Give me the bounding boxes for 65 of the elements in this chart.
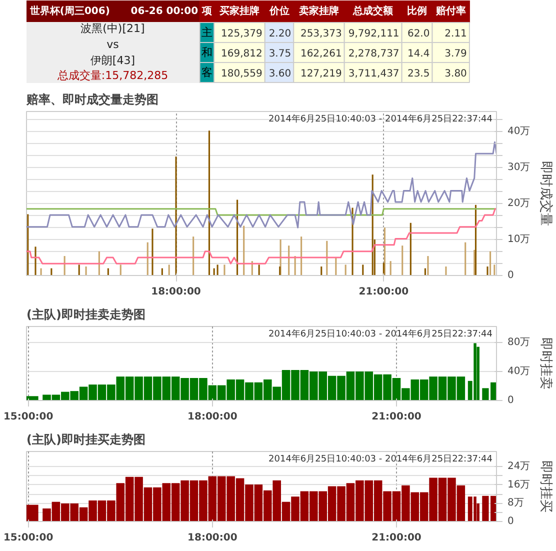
text: 3.80 xyxy=(444,68,467,80)
line-series xyxy=(26,208,496,264)
y-axis-title: 即时挂买 xyxy=(538,460,554,512)
x-tick-label: 18:00:00 xyxy=(151,286,201,298)
y-tick-label: 16万 xyxy=(508,479,530,490)
text: 169,812 xyxy=(220,48,262,60)
y-tick-label: 40万 xyxy=(508,126,530,137)
text: 和 xyxy=(201,46,212,59)
text: 客 xyxy=(201,66,212,79)
x-tick-label: 18:00:00 xyxy=(188,412,238,422)
x-tick-label: 21:00:00 xyxy=(358,286,409,298)
x-tick-label: 15:00:00 xyxy=(3,532,54,544)
y-tick-label: 0 xyxy=(508,395,514,406)
text: 253,373 xyxy=(300,28,342,40)
chart-subtitle: 2014年6月25日10:40:03 - 2014年6月25日22:37:44 xyxy=(268,454,493,464)
text: 总成交额 xyxy=(352,5,394,17)
y-axis-title: 即时挂卖 xyxy=(538,338,554,390)
text: 180,559 xyxy=(220,68,262,80)
text: 项 xyxy=(200,6,213,17)
y-tick-label: 10万 xyxy=(508,234,530,245)
text: 3,711,437 xyxy=(348,68,400,80)
text: 162,261 xyxy=(300,48,342,60)
text: vs xyxy=(106,38,120,51)
text: 2,278,737 xyxy=(348,48,400,60)
text: 125,379 xyxy=(220,28,262,40)
text: 9,792,111 xyxy=(348,28,400,40)
text: 伊朗[43] xyxy=(90,54,136,67)
y-tick-label: 30万 xyxy=(508,162,530,173)
text: 世界杯(周三006) xyxy=(28,5,110,17)
text: 14.4 xyxy=(407,48,430,60)
x-tick-label: 21:00:00 xyxy=(372,532,422,544)
text: 波黑(中)[21] xyxy=(80,22,145,35)
x-tick-label: 18:00:00 xyxy=(188,532,238,544)
chart-title: (主队)即时挂卖走势图 xyxy=(26,308,146,322)
text: 62.0 xyxy=(407,28,430,40)
text: 3.75 xyxy=(268,48,292,60)
text: 3.79 xyxy=(444,48,467,60)
text: 总成交量:15,782,285 xyxy=(56,69,168,82)
y-tick-label: 24万 xyxy=(508,461,530,472)
text: 主 xyxy=(201,26,212,39)
x-tick-label: 15:00:00 xyxy=(3,412,54,422)
y-tick-label: 0 xyxy=(508,270,514,281)
y-tick-label: 0 xyxy=(508,516,514,527)
line-series xyxy=(26,141,496,228)
text: 2.11 xyxy=(444,28,467,40)
chart-subtitle: 2014年6月25日10:40:03 - 2014年6月25日22:37:44 xyxy=(268,114,493,124)
y-tick-label: 80万 xyxy=(508,336,530,348)
text: 06-26 00:00 xyxy=(130,6,198,17)
text: 价位 xyxy=(268,5,290,17)
text: 127,219 xyxy=(300,68,342,80)
y-axis-title: 即时成交量 xyxy=(538,161,554,226)
text: 3.60 xyxy=(268,68,292,80)
text: 2.20 xyxy=(268,28,292,40)
text: 比例 xyxy=(407,5,428,17)
y-tick-label: 40万 xyxy=(508,366,530,377)
x-tick-label: 21:00:00 xyxy=(372,412,422,422)
chart-title: (主队)即时挂买走势图 xyxy=(26,432,146,446)
chart-title: 赔率、即时成交量走势图 xyxy=(26,92,158,106)
text: 23.5 xyxy=(407,68,430,80)
text: 卖家挂牌 xyxy=(298,5,339,17)
y-tick-label: 20万 xyxy=(508,198,530,209)
chart-subtitle: 2014年6月25日10:40:03 - 2014年6月25日22:37:44 xyxy=(268,328,493,340)
y-tick-label: 8万 xyxy=(508,498,524,509)
text: 赔付率 xyxy=(434,5,466,17)
text: 买家挂牌 xyxy=(220,5,260,17)
